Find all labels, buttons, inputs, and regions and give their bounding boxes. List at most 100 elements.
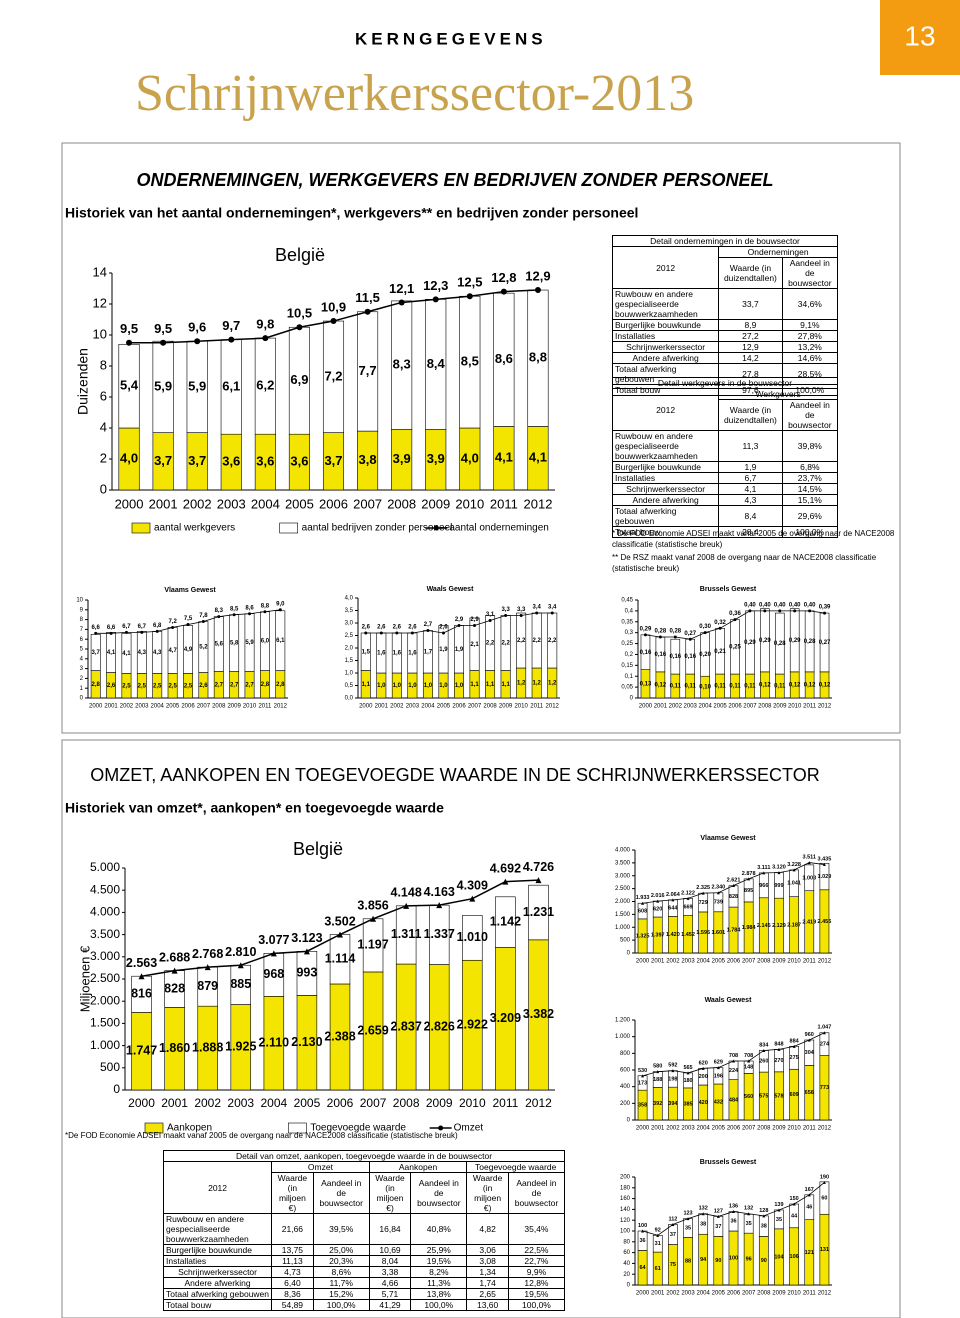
value-label: 1,0 <box>393 683 402 689</box>
value-label: 132 <box>699 1206 708 1212</box>
table-cell: 2012 <box>611 246 720 289</box>
value-label: 8,3 <box>215 608 224 614</box>
value-label: 9,0 <box>276 601 285 607</box>
marker <box>656 899 660 903</box>
value-label: 9,5 <box>120 321 138 336</box>
value-label: 3.435 <box>818 857 832 863</box>
y-tick-label: 3,0 <box>345 621 354 627</box>
table-cell: Detail van omzet, aankopen, toegevoegde … <box>163 1150 565 1162</box>
marker <box>656 1233 660 1237</box>
value-label: 1.114 <box>325 952 356 966</box>
marker <box>777 871 781 875</box>
value-label: 3.209 <box>490 1011 521 1025</box>
bar-segment <box>670 638 681 675</box>
y-tick-label: 0 <box>627 1118 631 1124</box>
y-tick-label: 0,1 <box>625 674 634 680</box>
value-label: 38 <box>700 1221 706 1227</box>
marker <box>792 1202 796 1206</box>
value-label: 0,28 <box>669 629 681 635</box>
value-label: 12,3 <box>423 278 448 293</box>
table-cell: Waarde (in miljoen €) <box>271 1172 314 1214</box>
marker <box>124 630 128 634</box>
value-label: 0,11 <box>670 684 682 690</box>
value-label: 392 <box>653 1101 662 1107</box>
y-tick-label: 40 <box>623 1261 630 1267</box>
value-label: 0,40 <box>759 602 771 608</box>
x-tick-label: 2012 <box>818 1291 832 1297</box>
marker <box>747 1212 751 1216</box>
value-label: 2,6 <box>199 683 208 689</box>
x-tick-label: 2011 <box>530 704 544 710</box>
table-cell: 12,8% <box>507 1277 566 1289</box>
x-tick-label: 2006 <box>181 704 195 710</box>
table-cell: 25,0% <box>312 1244 370 1256</box>
x-tick-label: 2005 <box>712 1291 726 1297</box>
value-label: 3.228 <box>787 862 801 868</box>
x-tick-label: 2007 <box>742 1291 756 1297</box>
marker <box>469 895 476 902</box>
x-tick-label: 2003 <box>406 704 420 710</box>
value-label: 4,9 <box>184 647 193 653</box>
marker <box>822 1031 826 1035</box>
marker <box>718 626 722 630</box>
x-tick-label: 2004 <box>260 1096 287 1110</box>
marker <box>432 296 439 303</box>
value-label: 0,11 <box>685 684 697 690</box>
value-label: 968 <box>263 967 284 981</box>
value-label: 180 <box>683 1078 692 1084</box>
y-tick-label: 3 <box>80 666 84 672</box>
value-label: 0,29 <box>744 640 756 646</box>
x-tick-label: 2001 <box>651 959 665 965</box>
y-tick-label: 9 <box>80 607 84 613</box>
marker <box>808 609 812 613</box>
value-label: 0,16 <box>640 650 652 656</box>
bar-segment <box>516 612 527 669</box>
x-tick-label: 2000 <box>115 496 144 511</box>
value-label: 132 <box>744 1206 753 1212</box>
value-label: 3.502 <box>324 914 355 928</box>
value-label: 6,1 <box>222 378 240 393</box>
table-cell: 4,73 <box>271 1266 314 1278</box>
y-tick-label: 10 <box>76 598 83 604</box>
bar-segment <box>528 884 549 941</box>
x-tick-label: 2012 <box>818 1126 832 1132</box>
value-label: 1,1 <box>470 682 479 688</box>
value-label: 834 <box>759 1042 769 1048</box>
x-tick-label: 2007 <box>353 496 382 511</box>
value-label: 8,8 <box>529 350 547 365</box>
value-label: 4.309 <box>457 878 488 892</box>
value-label: 2,8 <box>261 682 270 688</box>
value-label: 2.016 <box>651 893 665 899</box>
marker <box>762 871 766 875</box>
table-cell: Ruwbouw en andere gespecialiseerde bouww… <box>611 288 720 320</box>
y-axis-label: Duizenden <box>75 348 91 415</box>
marker <box>762 1049 766 1052</box>
x-tick-label: 2006 <box>452 704 466 710</box>
value-label: 1,9 <box>455 647 464 653</box>
value-label: 2,7 <box>424 622 433 628</box>
value-label: 2.922 <box>457 1017 488 1031</box>
x-tick-label: 2000 <box>89 704 103 710</box>
value-label: 1,6 <box>377 651 386 657</box>
table-cell: Waarde (in miljoen €) <box>466 1172 509 1214</box>
marker <box>248 612 252 616</box>
value-label: 12,1 <box>389 281 414 296</box>
section-subtitle: Historiek van het aantal ondernemingen*,… <box>65 205 638 221</box>
table-cell: Omzet <box>271 1161 370 1173</box>
section-box <box>61 739 901 1318</box>
value-label: 2,6 <box>377 625 386 631</box>
y-tick-label: 4 <box>100 419 107 434</box>
value-label: 2,2 <box>501 641 510 647</box>
table-cell: 2012 <box>611 388 720 431</box>
marker <box>792 1044 796 1048</box>
value-label: 1.860 <box>159 1041 190 1055</box>
value-label: 2,1 <box>470 642 479 648</box>
table-cell: 34,6% <box>781 288 839 320</box>
table-cell: 11,3 <box>718 430 783 462</box>
chart-title: Waals Gewest <box>705 997 752 1004</box>
marker <box>237 962 244 969</box>
table-cell: 1,74 <box>466 1277 509 1289</box>
value-label: 4,0 <box>461 450 479 465</box>
value-label: 1.925 <box>225 1040 256 1054</box>
value-label: 0,13 <box>640 681 652 687</box>
